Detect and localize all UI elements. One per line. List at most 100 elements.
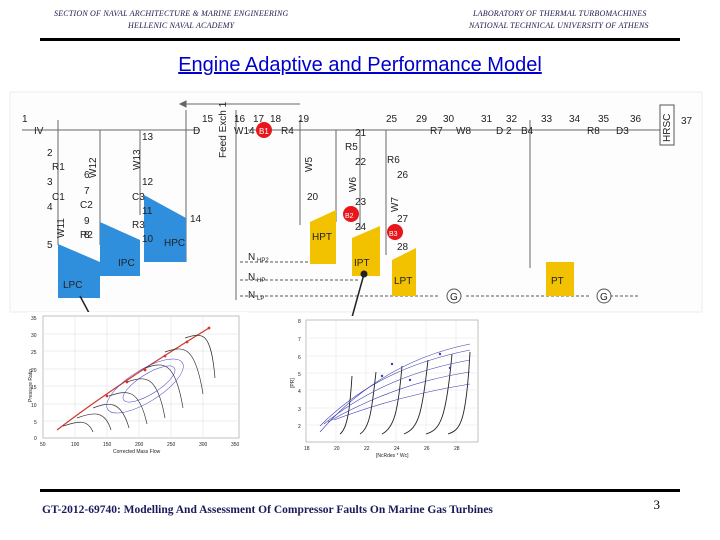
station-32: 32: [506, 114, 518, 125]
station-6: 6: [84, 170, 90, 181]
station-24: 24: [355, 222, 367, 233]
label-n-lp-sub: LP: [257, 296, 264, 302]
label-pt: PT: [551, 276, 564, 287]
label-w7: W7: [390, 197, 401, 212]
station-9: 9: [84, 216, 90, 227]
ipc-shape: [100, 222, 140, 276]
tmap-ytick-8: 8: [298, 319, 301, 325]
cmap-xtick-200: 200: [135, 442, 144, 448]
burner-b1: [256, 122, 272, 138]
station-29: 29: [416, 114, 428, 125]
station-7: 7: [84, 186, 90, 197]
station-34: 34: [569, 114, 581, 125]
header-left-line1: SECTION OF NAVAL ARCHITECTURE & MARINE E…: [54, 9, 289, 18]
tmap-ytick-6: 6: [298, 355, 301, 361]
ipt-shape: [352, 226, 380, 276]
cmap-ytick-35: 35: [31, 316, 37, 322]
tmap-xtick-24: 24: [394, 446, 400, 452]
station-8: 8: [84, 230, 90, 241]
station-22: 22: [355, 157, 367, 168]
label-w8: W8: [456, 126, 471, 137]
label-n-hp2: N: [248, 252, 255, 263]
label-r1: R1: [52, 162, 65, 173]
station-11: 11: [142, 206, 153, 217]
label-b1: B1: [259, 127, 269, 136]
label-r3: R3: [132, 220, 145, 231]
label-r8: R8: [587, 126, 600, 137]
station-36: 36: [630, 114, 642, 125]
tmap-ytick-7: 7: [298, 337, 301, 343]
header-rule: [40, 38, 680, 41]
label-w6: W6: [348, 177, 359, 192]
label-n-hp: N: [248, 272, 255, 283]
station-30: 30: [443, 114, 455, 125]
pt-shape: [546, 262, 574, 296]
footer-rule: [40, 489, 680, 492]
label-c1: C1: [52, 192, 65, 203]
lpt-shape: [392, 248, 416, 296]
label-b4: B4: [521, 126, 534, 137]
label-lpc: LPC: [63, 280, 82, 291]
header-right-line1: LABORATORY OF THERMAL TURBOMACHINES: [473, 9, 647, 18]
station-26: 26: [397, 170, 409, 181]
cmap-ytick-10: 10: [31, 403, 37, 409]
station-28: 28: [397, 242, 409, 253]
cmap-ytick-0: 0: [34, 436, 37, 442]
label-ipc: IPC: [118, 258, 135, 269]
station-33: 33: [541, 114, 553, 125]
label-w13: W13: [132, 149, 143, 170]
label-r5: R5: [345, 142, 358, 153]
station-20: 20: [307, 192, 319, 203]
label-r7: R7: [430, 126, 443, 137]
header-left-line2: HELLENIC NAVAL ACADEMY: [128, 21, 235, 30]
generator-2: [596, 288, 612, 304]
tmap-ytick-4: 4: [298, 389, 301, 395]
label-w12: W12: [88, 157, 99, 178]
hpt-shape: [310, 210, 336, 264]
station-10: 10: [142, 234, 154, 245]
station-5: 5: [47, 240, 53, 251]
cmap-xtick-300: 300: [199, 442, 208, 448]
tmap-ylabel: [PR]: [290, 378, 296, 388]
station-13: 13: [142, 132, 154, 143]
station-1: 1: [22, 114, 28, 125]
tmap-xtick-20: 20: [334, 446, 340, 452]
burner-b3: [387, 224, 403, 240]
label-iv: IV: [34, 126, 44, 137]
page-title: Engine Adaptive and Performance Model: [178, 54, 542, 76]
cmap-xtick-100: 100: [71, 442, 80, 448]
label-r4: R4: [281, 126, 294, 137]
tmap-xtick-22: 22: [364, 446, 370, 452]
tmap-xtick-18: 18: [304, 446, 310, 452]
label-c3: C3: [132, 192, 145, 203]
hpc-shape: [144, 195, 186, 262]
label-hpt: HPT: [312, 232, 332, 243]
label-hpc: HPC: [164, 238, 185, 249]
compressor-map: 35 30 25 20 15 10 5 0 50 100 150 200 250…: [27, 312, 247, 457]
label-b2: B2: [345, 213, 354, 220]
label-d: D: [193, 126, 200, 137]
generator-1: [446, 288, 462, 304]
label-n-lp: N: [248, 290, 255, 301]
header-right-line2: NATIONAL TECHNICAL UNIVERSITY OF ATHENS: [469, 21, 649, 30]
station-15: 15: [202, 114, 214, 125]
station-2: 2: [47, 148, 53, 159]
station-19: 19: [298, 114, 310, 125]
lpc-shape: [58, 244, 100, 298]
tmap-ytick-5: 5: [298, 372, 301, 378]
station-25: 25: [386, 114, 398, 125]
station-35: 35: [598, 114, 610, 125]
cmap-ytick-25: 25: [31, 350, 37, 356]
label-lpt: LPT: [394, 276, 412, 287]
tmap-xlabel: [NcRdes * Wc]: [376, 453, 409, 459]
label-ipt: IPT: [354, 258, 370, 269]
cmap-xtick-250: 250: [167, 442, 176, 448]
tmap-xtick-28: 28: [454, 446, 460, 452]
tmap-ytick-2: 2: [298, 424, 301, 430]
cmap-ylabel: Pressure Ratio: [28, 369, 34, 402]
label-r6: R6: [387, 155, 400, 166]
burner-b2: [343, 206, 359, 222]
station-17: 17: [253, 114, 265, 125]
surge-line: [56, 327, 210, 431]
